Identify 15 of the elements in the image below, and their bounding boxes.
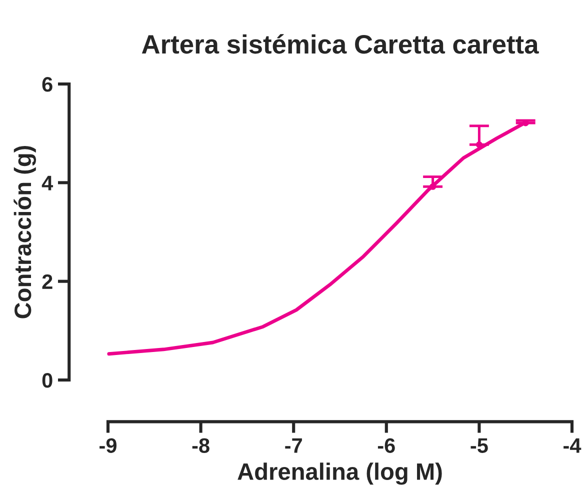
- point: [476, 141, 482, 148]
- y-tick-label: 0: [42, 373, 52, 388]
- x-tick-label: -7: [285, 438, 302, 453]
- x-tick-label: -8: [192, 438, 210, 453]
- y-tick-label: 2: [42, 274, 52, 289]
- x-tick-label: -9: [100, 438, 116, 453]
- y-axis-title: Contracción (g): [14, 146, 36, 318]
- x-tick-label: -4: [564, 438, 582, 453]
- point: [430, 183, 436, 190]
- y-tick-label: 6: [42, 77, 52, 92]
- x-tick-label: -6: [378, 438, 395, 453]
- chart-title: Artera sistémica Caretta caretta: [142, 34, 539, 54]
- y-tick-label: 4: [42, 176, 54, 190]
- x-axis-title: Adrenalina (log M): [238, 462, 442, 485]
- x-tick-label: -5: [470, 438, 488, 453]
